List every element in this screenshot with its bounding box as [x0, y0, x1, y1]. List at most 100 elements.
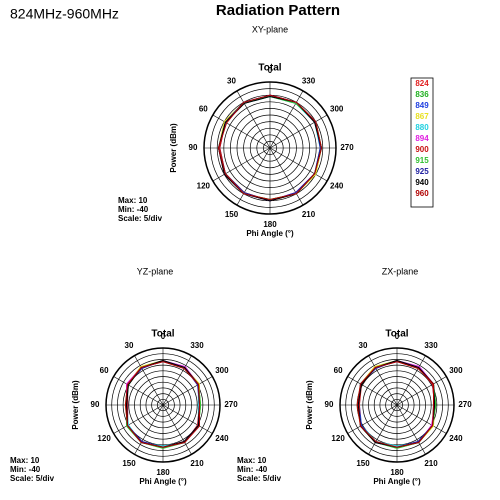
legend-entry: 894: [415, 134, 429, 143]
legend-entry: 915: [415, 156, 429, 165]
legend-box: [410, 77, 434, 208]
angle-label: 150: [356, 459, 370, 468]
angle-label: 210: [190, 459, 204, 468]
annotation: Scale: 5/div: [10, 474, 55, 483]
grid-spoke: [113, 404, 164, 434]
legend-entry: 880: [415, 123, 429, 132]
angle-label: 60: [199, 105, 208, 114]
grid-spoke: [212, 114, 271, 149]
legend-entry: 836: [415, 90, 429, 99]
grid-spoke: [396, 404, 426, 455]
grid-spoke: [368, 355, 398, 406]
angle-label: 180: [263, 220, 277, 229]
legend-entry: 900: [415, 145, 429, 154]
grid-spoke: [134, 355, 164, 406]
legend-entry: 867: [415, 112, 429, 121]
chart-title: Total: [385, 329, 408, 340]
grid-spoke: [162, 376, 213, 406]
angle-label: 150: [122, 459, 136, 468]
grid-spoke: [269, 114, 328, 149]
pattern-line: [217, 94, 323, 201]
angle-label: 90: [325, 400, 334, 409]
plane-label: ZX-plane: [382, 266, 419, 276]
angle-label: 330: [190, 341, 204, 350]
x-axis-label: Phi Angle (°): [139, 477, 187, 486]
angle-label: 180: [390, 468, 404, 477]
angle-label: 120: [97, 434, 111, 443]
angle-label: 210: [302, 210, 316, 219]
angle-label: 120: [197, 182, 211, 191]
angle-label: 270: [458, 400, 472, 409]
annotation: Min: -40: [10, 465, 41, 474]
angle-label: 330: [424, 341, 438, 350]
annotation: Scale: 5/div: [118, 214, 163, 223]
frequency-range: 824MHz-960MHz: [10, 6, 119, 22]
angle-label: 300: [215, 366, 229, 375]
angle-label: 210: [424, 459, 438, 468]
grid-spoke: [162, 404, 213, 434]
angle-label: 30: [125, 341, 134, 350]
pattern-line: [124, 361, 200, 448]
grid-spoke: [162, 355, 192, 406]
angle-label: 90: [189, 143, 198, 152]
annotation: Scale: 5/div: [237, 474, 282, 483]
annotation: Min: -40: [118, 205, 149, 214]
angle-label: 330: [302, 76, 316, 85]
grid-spoke: [396, 355, 426, 406]
angle-label: 180: [156, 468, 170, 477]
angle-label: 240: [215, 434, 229, 443]
grid-spoke: [212, 147, 271, 182]
plane-label: YZ-plane: [137, 266, 174, 276]
angle-label: 150: [225, 210, 239, 219]
annotation: Max: 10: [237, 456, 267, 465]
page-title: Radiation Pattern: [216, 2, 340, 19]
y-axis-label: Power (dBm): [169, 123, 178, 173]
x-axis-label: Phi Angle (°): [246, 229, 294, 238]
angle-label: 30: [227, 76, 236, 85]
grid-spoke: [113, 376, 164, 406]
angle-label: 0: [268, 66, 273, 75]
grid-spoke: [347, 404, 398, 434]
grid-spoke: [368, 404, 398, 455]
grid-spoke: [347, 376, 398, 406]
angle-label: 270: [340, 143, 354, 152]
angle-label: 0: [161, 332, 166, 341]
legend-entry: 849: [415, 101, 429, 110]
plane-label: XY-plane: [252, 24, 288, 34]
grid-spoke: [236, 90, 271, 149]
grid-spoke: [236, 147, 271, 206]
y-axis-label: Power (dBm): [305, 380, 314, 430]
grid-spoke: [269, 90, 304, 149]
angle-label: 300: [330, 105, 344, 114]
angle-label: 270: [224, 400, 238, 409]
grid-spoke: [396, 376, 447, 406]
angle-label: 60: [100, 366, 109, 375]
angle-label: 0: [395, 332, 400, 341]
angle-label: 120: [331, 434, 345, 443]
angle-label: 60: [334, 366, 343, 375]
angle-label: 90: [91, 400, 100, 409]
annotation: Max: 10: [118, 196, 148, 205]
legend-entry: 824: [415, 79, 429, 88]
grid-spoke: [396, 404, 447, 434]
pattern-line: [356, 361, 434, 448]
annotation: Max: 10: [10, 456, 40, 465]
chart-title: Total: [151, 329, 174, 340]
angle-label: 240: [330, 182, 344, 191]
y-axis-label: Power (dBm): [71, 380, 80, 430]
chart-title: Total: [258, 63, 281, 74]
legend-entry: 940: [415, 178, 429, 187]
legend-entry: 925: [415, 167, 429, 176]
grid-spoke: [269, 147, 304, 206]
annotation: Min: -40: [237, 465, 268, 474]
pattern-line: [217, 95, 323, 202]
grid-spoke: [134, 404, 164, 455]
grid-spoke: [269, 147, 328, 182]
grid-spoke: [162, 404, 192, 455]
x-axis-label: Phi Angle (°): [373, 477, 421, 486]
angle-label: 30: [359, 341, 368, 350]
legend-entry: 960: [415, 189, 429, 198]
angle-label: 300: [449, 366, 463, 375]
angle-label: 240: [449, 434, 463, 443]
